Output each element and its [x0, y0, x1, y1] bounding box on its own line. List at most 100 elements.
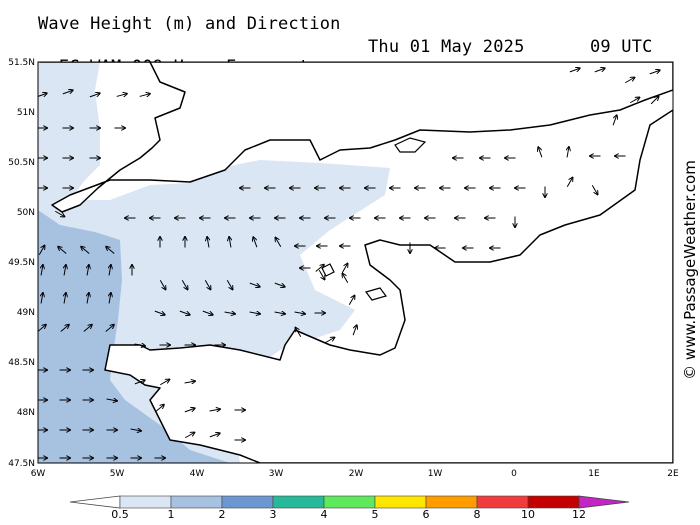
lon-axis: 6W 5W 4W 3W 2W 1W 0 1E 2E — [31, 469, 679, 479]
wave-arrow — [567, 147, 569, 158]
legend-label: 8 — [473, 508, 481, 521]
legend-swatch — [119, 495, 172, 509]
wave-arrow — [253, 237, 258, 248]
lon-label: 4W — [190, 469, 205, 479]
wave-arrow — [155, 404, 164, 412]
wave-arrow — [209, 433, 220, 438]
legend-swatch — [69, 495, 121, 509]
wave-arrow — [109, 293, 111, 304]
wave-arrow — [105, 324, 114, 332]
wave-arrow — [87, 265, 89, 276]
island-jersey — [364, 287, 388, 301]
wave-arrow — [38, 93, 47, 97]
wave-arrow — [294, 312, 306, 314]
wave-arrow — [342, 273, 349, 284]
legend-swatch — [221, 495, 274, 509]
map-frame — [37, 61, 674, 464]
forecast-date: Thu 01 May 2025 — [368, 37, 525, 57]
wave-arrow — [58, 246, 67, 254]
wave-arrow — [64, 293, 66, 304]
wave-arrow — [649, 70, 660, 75]
legend-label: 5 — [371, 508, 379, 521]
wave-arrow — [38, 245, 45, 256]
wave-arrow — [134, 344, 146, 346]
legend-swatch — [170, 495, 223, 509]
wave-arrow — [341, 263, 348, 274]
legend-label: 3 — [269, 508, 277, 521]
wave-arrow — [594, 68, 605, 73]
wave-arrow — [179, 310, 190, 315]
wave-direction-arrows — [38, 68, 661, 458]
lat-label: 50N — [17, 208, 35, 218]
wave-arrow — [315, 264, 324, 272]
lat-label: 51N — [17, 108, 35, 118]
legend-swatch — [527, 495, 580, 509]
lat-label: 49.5N — [8, 258, 35, 268]
wave-arrow — [154, 310, 165, 315]
wave-arrow — [202, 310, 213, 315]
land-england — [39, 62, 673, 213]
wave-arrow — [226, 279, 233, 290]
wave-arrow — [181, 279, 188, 290]
wave-arrow — [566, 177, 573, 188]
lat-label: 51.5N — [8, 58, 35, 68]
wave-arrow — [81, 246, 90, 254]
wave-arrow — [106, 246, 115, 254]
wave-arrow — [318, 269, 325, 280]
wave-arrow — [109, 265, 111, 276]
wave-arrow — [62, 90, 73, 95]
wave-arrow — [224, 312, 236, 314]
legend-label: 0.5 — [111, 508, 129, 521]
wave-arrow — [204, 279, 211, 290]
wave-arrow — [209, 409, 221, 411]
wave-arrow — [184, 381, 196, 383]
wave-arrow — [274, 282, 285, 287]
wave-arrow — [60, 324, 69, 332]
lon-label: 1W — [428, 469, 443, 479]
legend-label: 2 — [218, 508, 226, 521]
wave-arrow — [130, 429, 142, 431]
lon-label: 2E — [667, 469, 679, 479]
legend-label: 10 — [521, 508, 535, 521]
wave-arrow — [538, 147, 543, 158]
lat-axis: 51.5N 51N 50.5N 50N 49.5N 49N 48.5N 48N … — [8, 58, 35, 469]
wave-arrow — [184, 432, 195, 439]
wave-arrow — [134, 380, 145, 385]
wave-arrow — [54, 210, 65, 217]
wave-arrow — [624, 77, 635, 84]
legend-label: 12 — [572, 508, 586, 521]
wave-arrow — [207, 237, 209, 248]
wave-arrow — [184, 408, 195, 413]
wave-arrow — [41, 265, 43, 276]
forecast-time: 09 UTC — [590, 37, 653, 57]
lon-label: 5W — [110, 469, 125, 479]
wave-arrow — [274, 312, 286, 314]
wave-arrow — [139, 94, 151, 97]
legend-label: 1 — [167, 508, 175, 521]
wave-arrow — [591, 184, 598, 195]
wave-arrow — [159, 279, 166, 290]
lat-label: 49N — [17, 308, 35, 318]
legend-swatch — [476, 495, 529, 509]
land-france — [104, 109, 673, 463]
legend-label: 6 — [422, 508, 430, 521]
wave-arrow — [229, 237, 231, 248]
wave-arrow — [38, 324, 46, 332]
legend-label: 4 — [320, 508, 328, 521]
wave-arrow — [159, 379, 170, 386]
wave-arrow — [87, 293, 89, 304]
lat-label: 48N — [17, 408, 35, 418]
wave-arrow — [629, 97, 640, 104]
wave-arrow — [64, 265, 66, 276]
lon-label: 2W — [349, 469, 364, 479]
wave-arrow — [249, 312, 261, 314]
wave-arrow — [324, 337, 335, 344]
lon-label: 1E — [588, 469, 600, 479]
lat-label: 50.5N — [8, 158, 35, 168]
wave-arrow — [89, 93, 100, 98]
wave-arrow — [116, 94, 128, 97]
legend-swatch — [323, 495, 376, 509]
island-wight — [394, 137, 427, 153]
lon-label: 6W — [31, 469, 46, 479]
